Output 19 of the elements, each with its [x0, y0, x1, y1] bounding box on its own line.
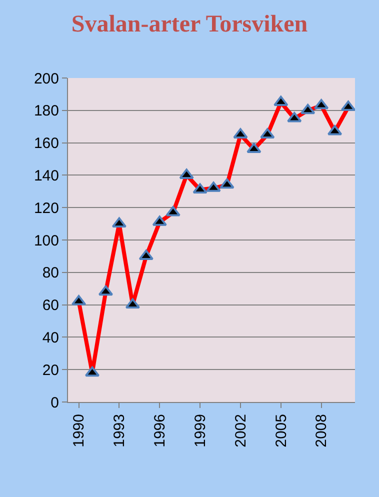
chart-title: Svalan-arter Torsviken [71, 12, 308, 38]
x-tick-label: 2002 [232, 414, 250, 448]
x-tick-label: 2008 [313, 414, 330, 448]
y-tick-label: 60 [42, 297, 59, 314]
y-tick-label: 120 [34, 200, 59, 217]
y-tick-label: 100 [34, 232, 59, 250]
y-tick-label: 200 [34, 70, 59, 88]
y-tick-label: 0 [50, 394, 59, 412]
x-tick-label: 2005 [272, 414, 290, 448]
y-tick-label: 180 [34, 102, 59, 120]
y-tick-label: 40 [42, 329, 59, 346]
y-tick-label: 20 [42, 362, 59, 379]
x-tick-label: 1999 [192, 414, 209, 448]
y-tick-label: 160 [34, 135, 59, 152]
x-tick-label: 1993 [111, 414, 128, 448]
y-tick-label: 140 [34, 167, 59, 184]
x-tick-label: 1996 [151, 414, 168, 448]
x-tick-label: 1990 [70, 414, 88, 448]
y-tick-label: 80 [42, 264, 59, 282]
